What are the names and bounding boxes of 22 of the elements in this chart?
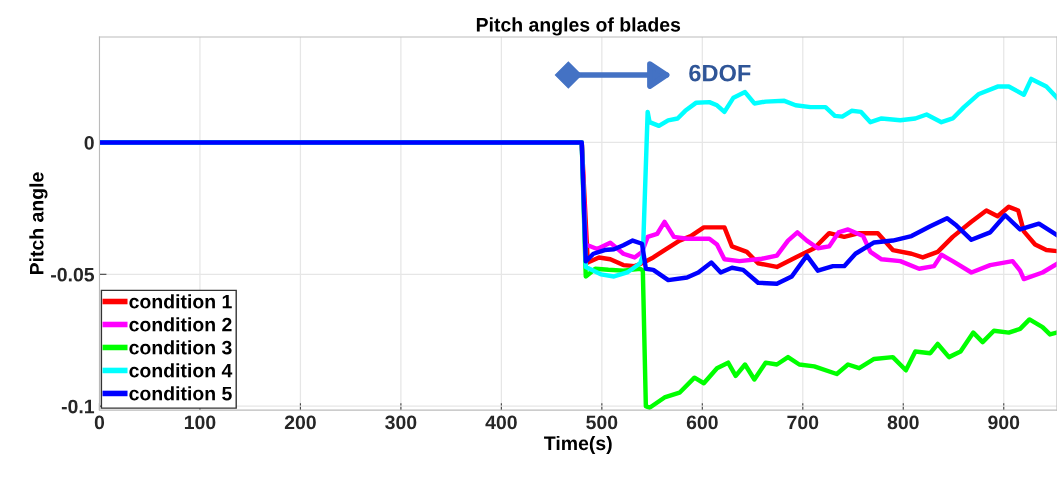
x-tick-label: 400 [485, 415, 517, 430]
y-tick-label: -0.1 [61, 399, 95, 414]
x-tick-label: 100 [184, 415, 216, 430]
annotation: 6DOF [689, 64, 751, 82]
legend-label: condition 5 [129, 386, 232, 401]
legend-label: condition 1 [129, 294, 232, 309]
x-tick-label: 600 [686, 415, 718, 430]
chart-title: Pitch angles of blades [476, 17, 681, 36]
x-tick-label: 800 [887, 415, 919, 430]
x-tick-label: 300 [385, 415, 417, 430]
y-tick-label: 0 [84, 135, 94, 150]
x-axis-title: Time(s) [544, 435, 612, 455]
legend-label: condition 4 [129, 363, 233, 378]
y-axis-title: Pitch angle [29, 172, 48, 275]
x-tick-label: 900 [988, 415, 1020, 430]
legend-label: condition 3 [129, 340, 232, 355]
x-tick-label: 500 [586, 415, 618, 430]
x-tick-label: 200 [284, 415, 316, 430]
legend-label: condition 2 [129, 317, 232, 332]
x-tick-label: 0 [94, 415, 105, 430]
y-tick-label: -0.05 [51, 267, 95, 282]
x-tick-label: 700 [787, 415, 819, 430]
